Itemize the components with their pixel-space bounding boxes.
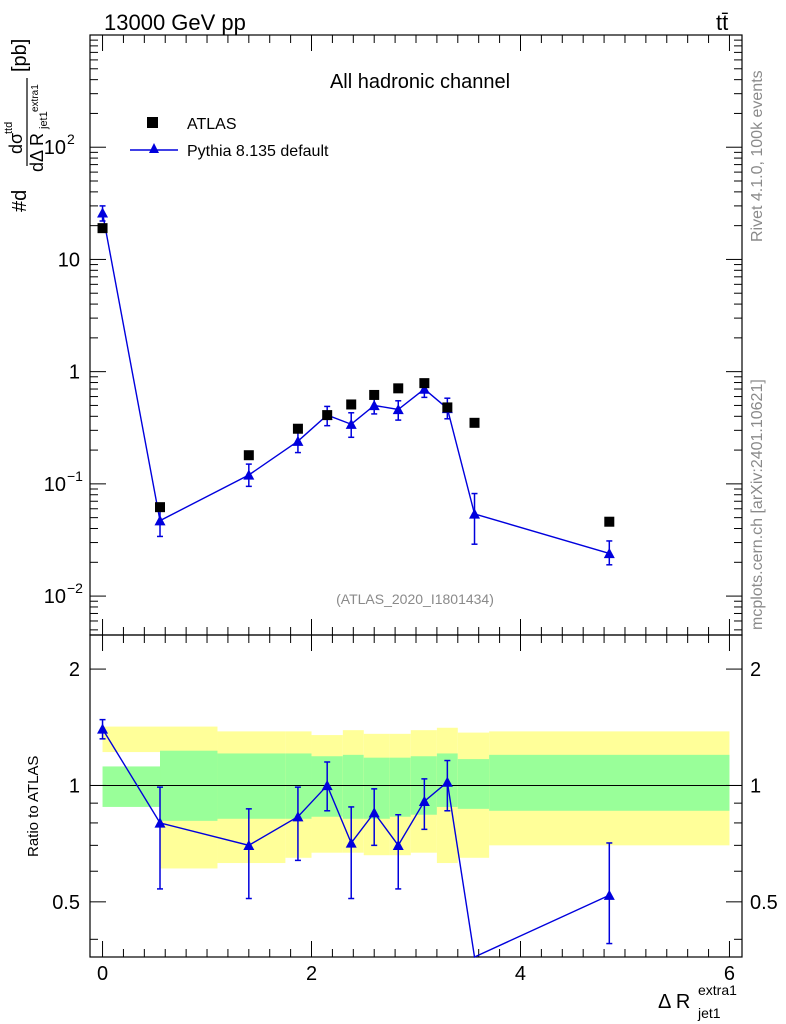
- ratio-point: [603, 889, 615, 900]
- x-axis-title: Δ R jet1 extra1: [658, 982, 737, 1021]
- mc-point: [243, 469, 255, 480]
- mc-point: [154, 515, 166, 526]
- ratio-tick-label-right: 0.5: [750, 892, 778, 914]
- svg-text:ttd: ttd: [3, 122, 15, 134]
- ratio-series-points: [97, 718, 615, 945]
- svg-text:dΔ R: dΔ R: [27, 133, 47, 172]
- data-point: [97, 223, 108, 234]
- ratio-tick-label-left: 2: [69, 659, 80, 681]
- data-series-points: [97, 223, 615, 527]
- x-tick-label: 4: [515, 963, 526, 985]
- legend-data-label: ATLAS: [187, 116, 237, 133]
- data-point: [292, 423, 303, 434]
- mc-series-line: [101, 212, 610, 555]
- data-point: [369, 389, 380, 400]
- ratio-point: [418, 795, 430, 806]
- svg-text:[pb]: [pb]: [9, 39, 31, 72]
- legend-mc-marker: [149, 143, 159, 153]
- uncertainty-bands: [102, 726, 730, 869]
- mc-point: [97, 207, 109, 218]
- ratio-point: [243, 839, 255, 851]
- band-inner-segment: [489, 754, 730, 811]
- ratio-axis-ticks: 2 2 1 1 0.5 0.5: [52, 659, 778, 940]
- data-point: [243, 450, 254, 461]
- svg-text:jet1: jet1: [697, 1005, 721, 1021]
- ratio-point: [392, 839, 404, 851]
- data-point: [393, 383, 404, 394]
- y-tick-label: 10: [44, 474, 66, 496]
- ratio-point: [441, 776, 453, 787]
- ratio-tick-label-right: 2: [750, 659, 761, 681]
- mc-point: [345, 418, 357, 429]
- y-tick-label: 10: [44, 137, 66, 159]
- svg-text:extra1: extra1: [698, 982, 737, 998]
- svg-text:extra1: extra1: [30, 84, 41, 112]
- svg-text:jet1: jet1: [38, 111, 50, 130]
- plot-title: All hadronic channel: [330, 71, 510, 93]
- band-inner-segment: [102, 766, 161, 807]
- analysis-watermark: (ATLAS_2020_I1801434): [336, 591, 494, 607]
- svg-text:Δ R: Δ R: [658, 991, 690, 1013]
- ratio-series-line: [101, 728, 610, 959]
- data-point: [155, 502, 166, 513]
- ratio-point: [292, 811, 304, 822]
- y-tick-label-exponent: −1: [67, 468, 83, 484]
- ratio-tick-label-right: 1: [750, 775, 761, 797]
- band-inner-segment: [457, 759, 490, 809]
- mc-point: [418, 383, 430, 394]
- mc-point: [292, 435, 304, 446]
- ratio-tick-label-left: 1: [69, 775, 80, 797]
- ratio-point: [368, 807, 380, 818]
- band-inner-segment: [389, 757, 411, 817]
- ratio-point: [345, 837, 357, 848]
- mc-series-points: [97, 205, 615, 566]
- mc-point: [603, 547, 615, 559]
- band-inner-segment: [342, 754, 364, 819]
- ratio-point: [97, 723, 109, 734]
- legend-data-marker: [147, 117, 158, 128]
- ratio-y-axis-title: Ratio to ATLAS: [25, 756, 42, 857]
- x-axis-ticks: 0 2 4 6: [97, 35, 735, 985]
- mcplots-site-label: mcplots.cern.ch [arXiv:2401.10621]: [749, 379, 766, 630]
- ratio-tick-label-left: 0.5: [52, 892, 80, 914]
- y-tick-label: 10: [58, 249, 80, 271]
- y-tick-label-exponent: −2: [67, 580, 83, 596]
- band-inner-segment: [217, 753, 286, 819]
- legend-mc-label: Pythia 8.135 default: [187, 143, 329, 160]
- data-point: [419, 378, 430, 389]
- band-outer-segment: [102, 726, 161, 753]
- y-tick-label: 10: [44, 586, 66, 608]
- y-tick-label: 1: [69, 362, 80, 384]
- process-label: tt̄: [716, 10, 728, 35]
- mc-point: [368, 399, 380, 411]
- rivet-version-label: Rivet 4.1.0, 100k events: [749, 70, 766, 242]
- x-tick-label: 2: [306, 963, 317, 985]
- data-point: [346, 399, 357, 410]
- mc-point: [469, 508, 481, 519]
- energy-label: 13000 GeV pp: [104, 10, 246, 35]
- main-y-axis-title: #d dσ ttd dΔ R jet1 extra1 [pb]: [3, 39, 50, 212]
- svg-text:dσ: dσ: [6, 133, 26, 154]
- svg-text:#d: #d: [9, 190, 31, 212]
- ratio-point: [321, 779, 333, 791]
- ratio-point: [154, 817, 166, 828]
- x-tick-label: 0: [97, 963, 108, 985]
- legend: ATLAS Pythia 8.135 default: [130, 116, 329, 160]
- data-point: [442, 402, 453, 413]
- mc-point: [392, 403, 404, 415]
- data-point: [604, 516, 615, 527]
- x-tick-label: 6: [724, 963, 735, 985]
- data-point: [322, 410, 333, 421]
- y-tick-label-exponent: 2: [67, 131, 75, 147]
- data-point: [469, 417, 480, 428]
